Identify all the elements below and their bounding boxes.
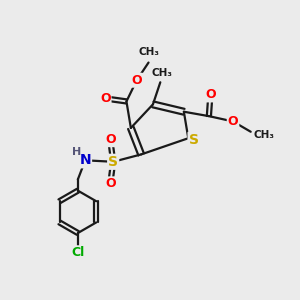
Text: CH₃: CH₃ [138,47,159,57]
Text: S: S [189,133,199,147]
Text: O: O [205,88,216,101]
Text: Cl: Cl [71,246,85,259]
Text: O: O [100,92,111,105]
Text: CH₃: CH₃ [254,130,274,140]
Text: N: N [80,153,91,167]
Text: O: O [228,115,238,128]
Text: O: O [105,133,116,146]
Text: H: H [72,147,81,157]
Text: O: O [105,177,116,190]
Text: CH₃: CH₃ [151,68,172,78]
Text: S: S [108,155,118,169]
Text: O: O [131,74,142,87]
